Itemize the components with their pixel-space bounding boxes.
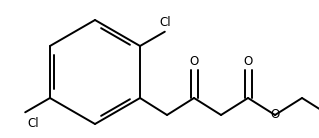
Text: O: O [271, 108, 280, 121]
Text: O: O [243, 55, 253, 68]
Text: Cl: Cl [159, 16, 171, 29]
Text: Cl: Cl [27, 117, 39, 130]
Text: O: O [189, 55, 199, 68]
